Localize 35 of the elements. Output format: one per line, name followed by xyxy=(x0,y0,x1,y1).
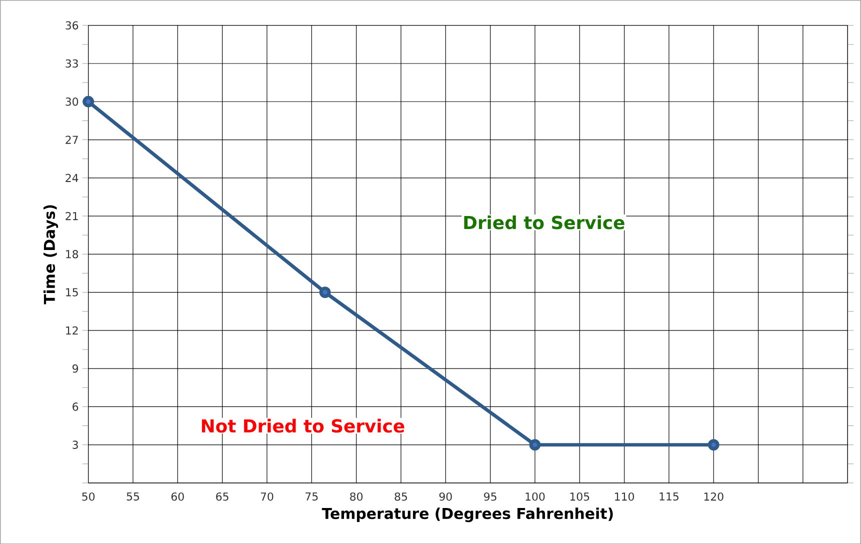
x-tick-label: 55 xyxy=(126,492,139,500)
point xyxy=(82,96,94,108)
x-tick-label: 60 xyxy=(171,492,184,501)
y-tick-label: 6 xyxy=(72,402,78,411)
y-tick-label: 15 xyxy=(66,288,78,296)
y-tick-label: 9 xyxy=(72,364,78,373)
x-axis-title: Temperature (Degrees Fahrenheit) xyxy=(322,507,613,522)
x-tick-label: 90 xyxy=(439,492,452,501)
x-tick-label: 95 xyxy=(484,492,496,501)
x-tick-label: 85 xyxy=(394,492,407,501)
y-tick-label: 27 xyxy=(66,136,78,144)
x-tick-label: 105 xyxy=(570,492,590,501)
x-tick-label: 65 xyxy=(216,492,228,501)
y-tick-label: 30 xyxy=(66,97,78,106)
x-tick-label: 80 xyxy=(350,492,363,501)
x-tick-label: 100 xyxy=(526,492,545,501)
point xyxy=(319,286,331,298)
y-tick-label: 3 xyxy=(72,440,78,449)
y-tick-label: 21 xyxy=(66,212,78,220)
point xyxy=(708,438,720,450)
y-axis-title: Time (Days) xyxy=(43,205,58,304)
x-tick-label: 50 xyxy=(82,492,95,501)
y-tick-label: 33 xyxy=(66,59,78,68)
annotation: Dried to Service xyxy=(464,215,624,230)
y-tick-label: 36 xyxy=(66,21,78,30)
x-tick-label: 115 xyxy=(660,492,678,500)
y-tick-label: 24 xyxy=(66,174,78,182)
x-tick-label: 70 xyxy=(260,492,274,501)
x-tick-label: 110 xyxy=(615,492,634,501)
x-tick-label: 120 xyxy=(704,492,724,501)
y-tick-label: 12 xyxy=(66,326,78,334)
x-tick-label: 75 xyxy=(306,492,318,500)
y-tick-label: 18 xyxy=(66,250,78,258)
annotation: Not Dried to Service xyxy=(202,418,404,433)
point xyxy=(529,438,541,450)
